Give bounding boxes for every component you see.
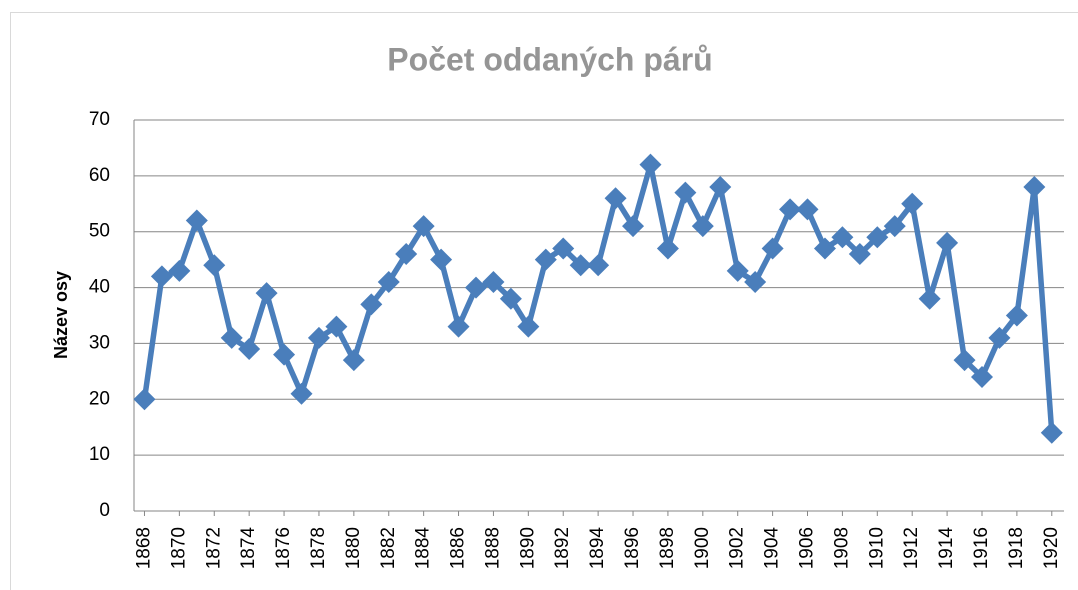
marker <box>639 153 662 176</box>
marker <box>796 198 819 221</box>
x-tick-label: 1904 <box>762 527 783 570</box>
x-tick-label: 1890 <box>517 527 538 569</box>
y-tick-label: 0 <box>99 500 110 521</box>
y-tick-label: 20 <box>89 388 110 409</box>
x-tick-label: 1910 <box>866 527 887 569</box>
marker <box>918 287 941 310</box>
marker <box>412 215 435 238</box>
marker <box>447 315 470 338</box>
marker <box>377 270 400 293</box>
x-tick-label: 1868 <box>133 527 154 569</box>
x-tick-label: 1874 <box>238 527 259 570</box>
x-tick-label: 1916 <box>971 527 992 569</box>
marker <box>1005 304 1028 327</box>
marker <box>848 243 871 266</box>
x-tick-label: 1906 <box>797 527 818 569</box>
marker <box>761 237 784 260</box>
marker <box>831 226 854 249</box>
x-tick-label: 1892 <box>552 527 573 569</box>
marker <box>360 293 383 316</box>
marker <box>185 209 208 232</box>
x-tick-label: 1902 <box>727 527 748 569</box>
x-tick-label: 1920 <box>1041 527 1062 569</box>
chart-border <box>10 12 1078 590</box>
x-tick-label: 1894 <box>587 527 608 570</box>
x-tick-label: 1882 <box>378 527 399 569</box>
marker <box>203 254 226 277</box>
x-tick-label: 1884 <box>413 527 434 570</box>
marker <box>430 248 453 271</box>
marker <box>970 365 993 388</box>
y-tick-label: 10 <box>89 444 110 465</box>
x-tick-label: 1880 <box>343 527 364 569</box>
x-tick-label: 1896 <box>622 527 643 569</box>
y-tick-label: 70 <box>89 109 110 130</box>
marker <box>691 215 714 238</box>
marker <box>744 270 767 293</box>
marker <box>517 315 540 338</box>
marker <box>709 176 732 199</box>
x-tick-label: 1872 <box>203 527 224 569</box>
y-tick-label: 30 <box>89 332 110 353</box>
marker <box>569 254 592 277</box>
marker <box>901 192 924 215</box>
marker <box>273 343 296 366</box>
marker <box>813 237 836 260</box>
x-tick-label: 1912 <box>901 527 922 569</box>
x-tick-label: 1900 <box>692 527 713 569</box>
marker <box>656 237 679 260</box>
chart-title: Počet oddaných párů <box>387 41 712 77</box>
marker <box>1023 176 1046 199</box>
marker <box>953 349 976 372</box>
x-tick-label: 1878 <box>308 527 329 569</box>
marker <box>238 338 261 361</box>
marker <box>168 259 191 282</box>
marker <box>866 226 889 249</box>
y-axis-label: Název osy <box>51 271 71 359</box>
x-tick-label: 1888 <box>482 527 503 569</box>
marker <box>674 181 697 204</box>
marker <box>552 237 575 260</box>
marker <box>290 382 313 405</box>
x-tick-label: 1870 <box>168 527 189 569</box>
marker <box>534 248 557 271</box>
x-tick-label: 1898 <box>657 527 678 569</box>
marker <box>342 349 365 372</box>
x-tick-label: 1914 <box>936 527 957 570</box>
x-tick-label: 1876 <box>273 527 294 569</box>
marker <box>779 198 802 221</box>
x-tick-label: 1908 <box>831 527 852 569</box>
marker <box>133 388 156 411</box>
marker <box>988 326 1011 349</box>
y-tick-label: 50 <box>89 221 110 242</box>
y-tick-label: 40 <box>89 277 110 298</box>
marker <box>395 243 418 266</box>
marker <box>150 265 173 288</box>
marker <box>307 326 330 349</box>
marker <box>604 187 627 210</box>
marker <box>482 270 505 293</box>
marker <box>726 259 749 282</box>
marker <box>622 215 645 238</box>
marker <box>220 326 243 349</box>
x-tick-label: 1918 <box>1006 527 1027 569</box>
marker <box>255 282 278 305</box>
marker <box>464 276 487 299</box>
marker <box>325 315 348 338</box>
marker <box>587 254 610 277</box>
marker <box>499 287 522 310</box>
x-tick-label: 1886 <box>448 527 469 569</box>
marker <box>883 215 906 238</box>
marker <box>936 231 959 254</box>
marker <box>1040 421 1063 444</box>
y-tick-label: 60 <box>89 165 110 186</box>
